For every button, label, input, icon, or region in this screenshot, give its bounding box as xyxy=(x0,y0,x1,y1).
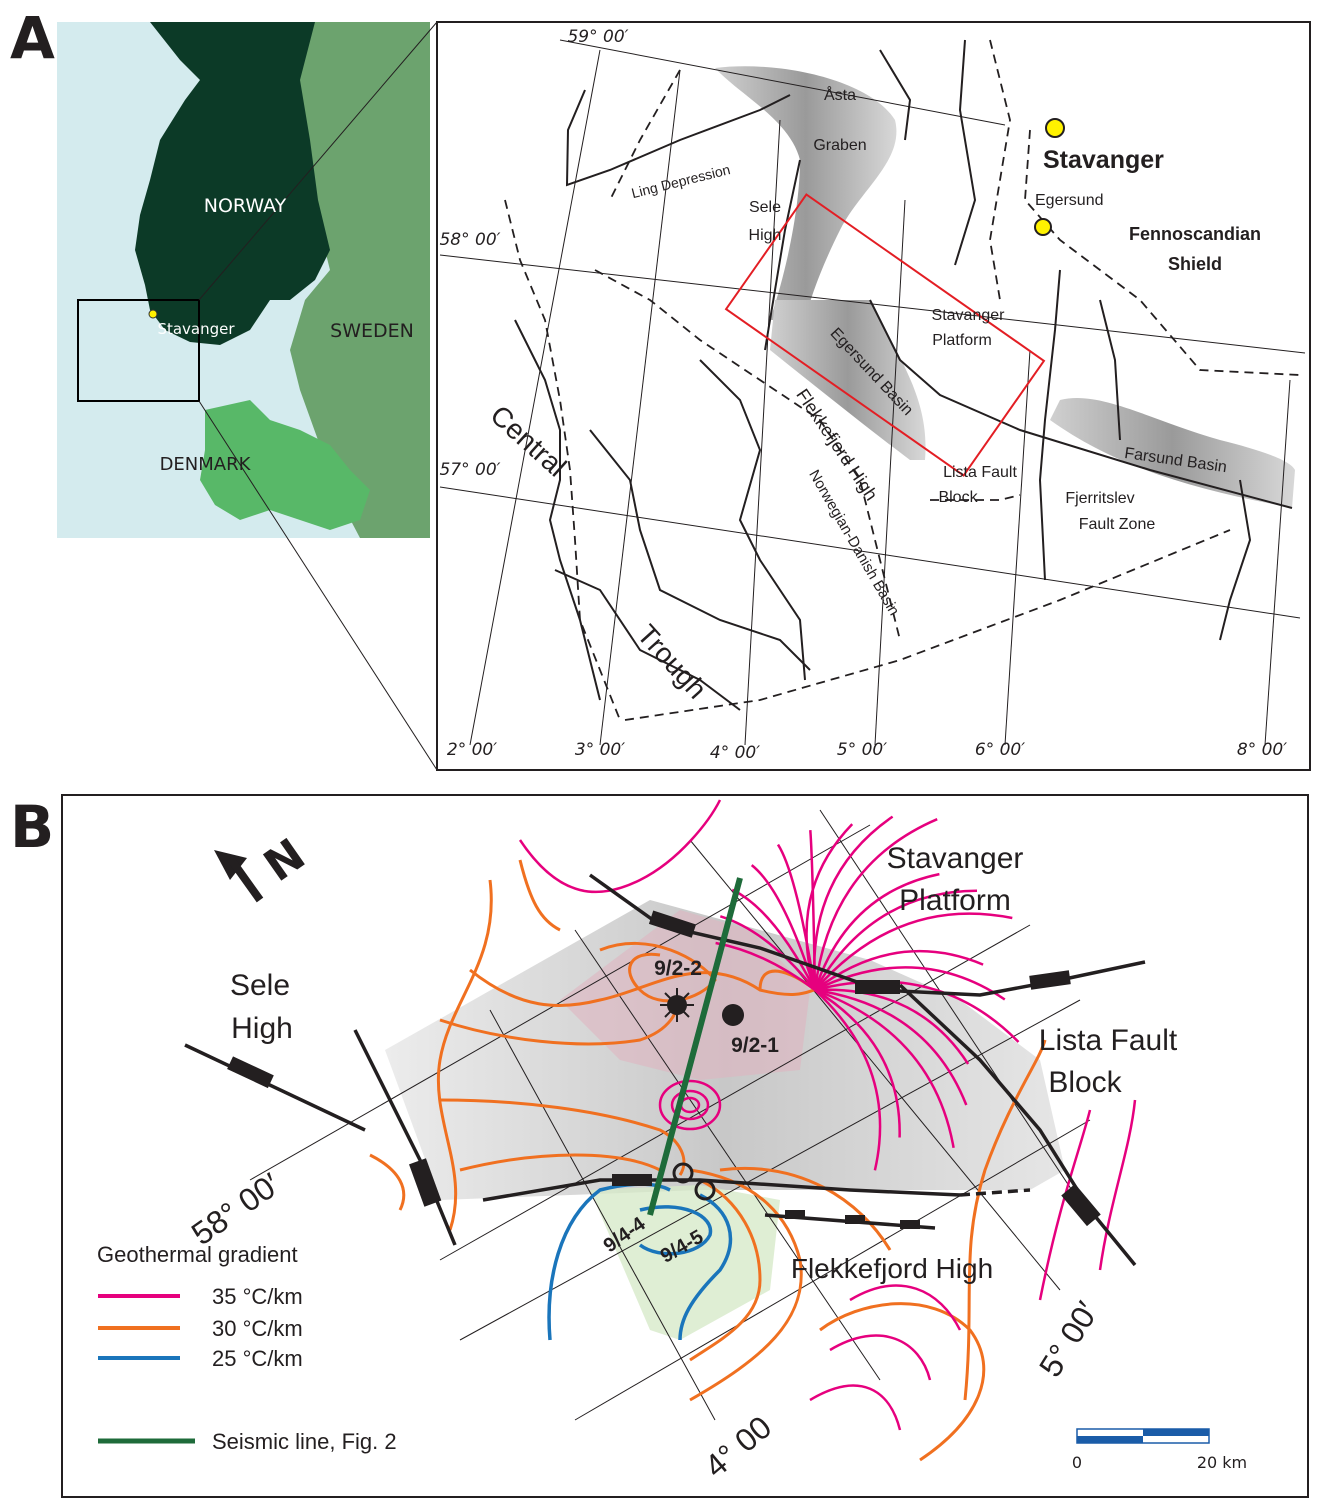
city-label: Stavanger xyxy=(157,320,235,338)
area-label: Lista Fault xyxy=(1039,1024,1178,1057)
area-label: Åsta xyxy=(824,85,856,104)
latitude-label: 57° 00′ xyxy=(439,460,500,480)
area-label: Sele xyxy=(230,969,290,1002)
legend-label: 25 °C/km xyxy=(212,1346,303,1371)
well xyxy=(722,1004,744,1026)
longitude-label: 8° 00′ xyxy=(1237,740,1287,760)
main-map: 59° 00′ 58° 00′ 57° 00′ 2° 00′ 3° 00′ 4°… xyxy=(437,22,1310,770)
country-label: DENMARK xyxy=(160,454,252,475)
area-label: High xyxy=(231,1012,293,1045)
city-label: Egersund xyxy=(1035,192,1104,209)
city-dot xyxy=(1046,119,1064,137)
area-label: Fault Zone xyxy=(1079,516,1156,533)
well-symbol xyxy=(660,988,694,1022)
area-label: Platform xyxy=(932,332,992,349)
area-label: Shield xyxy=(1168,254,1222,274)
latitude-label: 59° 00′ xyxy=(567,27,628,47)
scale-segment xyxy=(1077,1436,1143,1443)
legend-title: Geothermal gradient xyxy=(97,1242,298,1267)
scale-label: 0 xyxy=(1072,1453,1082,1472)
country-label: SWEDEN xyxy=(330,320,414,342)
legend-label: Seismic line, Fig. 2 xyxy=(212,1429,397,1454)
fault-tick xyxy=(900,1220,920,1229)
scale-label: 20 km xyxy=(1197,1453,1247,1472)
panel-label: A xyxy=(10,4,55,72)
fault-tick xyxy=(785,1210,805,1219)
latitude-label: 58° 00′ xyxy=(439,230,500,250)
fault-tick xyxy=(612,1174,652,1186)
longitude-label: 5° 00′ xyxy=(837,740,887,760)
area-label: Stavanger xyxy=(887,842,1024,875)
longitude-label: 3° 00′ xyxy=(575,740,625,760)
area-label: Stavanger xyxy=(932,307,1006,324)
country-label: NORWAY xyxy=(204,195,287,217)
city-dot xyxy=(1035,219,1051,235)
city-label: Stavanger xyxy=(1043,146,1164,174)
legend-label: 30 °C/km xyxy=(212,1316,303,1341)
area-label: Flekkefjord High xyxy=(791,1253,993,1284)
legend-label: 35 °C/km xyxy=(212,1284,303,1309)
area-label: Sele xyxy=(749,199,781,216)
area-label: Fennoscandian xyxy=(1129,224,1261,244)
inset-map: NORWAY SWEDEN DENMARK Stavanger xyxy=(57,22,437,770)
fault-tick xyxy=(845,1215,865,1224)
longitude-label: 6° 00′ xyxy=(975,740,1025,760)
fault-tick xyxy=(855,980,900,994)
panel-label: B xyxy=(10,793,54,861)
area-label: Block xyxy=(1048,1066,1122,1099)
area-label: High xyxy=(749,227,782,244)
area-label: Lista Fault xyxy=(943,464,1017,481)
panel-b-map: N Stavanger Platform Sele High Lista Fau… xyxy=(62,795,1308,1497)
area-label: Graben xyxy=(813,137,866,154)
longitude-label: 4° 00′ xyxy=(710,743,760,763)
area-label: Block xyxy=(938,489,978,506)
city-dot xyxy=(149,310,157,318)
longitude-label: 2° 00′ xyxy=(447,740,497,760)
scale-segment xyxy=(1143,1429,1209,1436)
well-label: 9/2-2 xyxy=(654,957,702,980)
area-label: Platform xyxy=(899,884,1011,917)
area-label: Fjerritslev xyxy=(1065,490,1134,507)
figure: A NORWAY SWEDEN DENMARK Stavanger xyxy=(0,0,1322,1512)
well-label: 9/2-1 xyxy=(731,1034,779,1057)
